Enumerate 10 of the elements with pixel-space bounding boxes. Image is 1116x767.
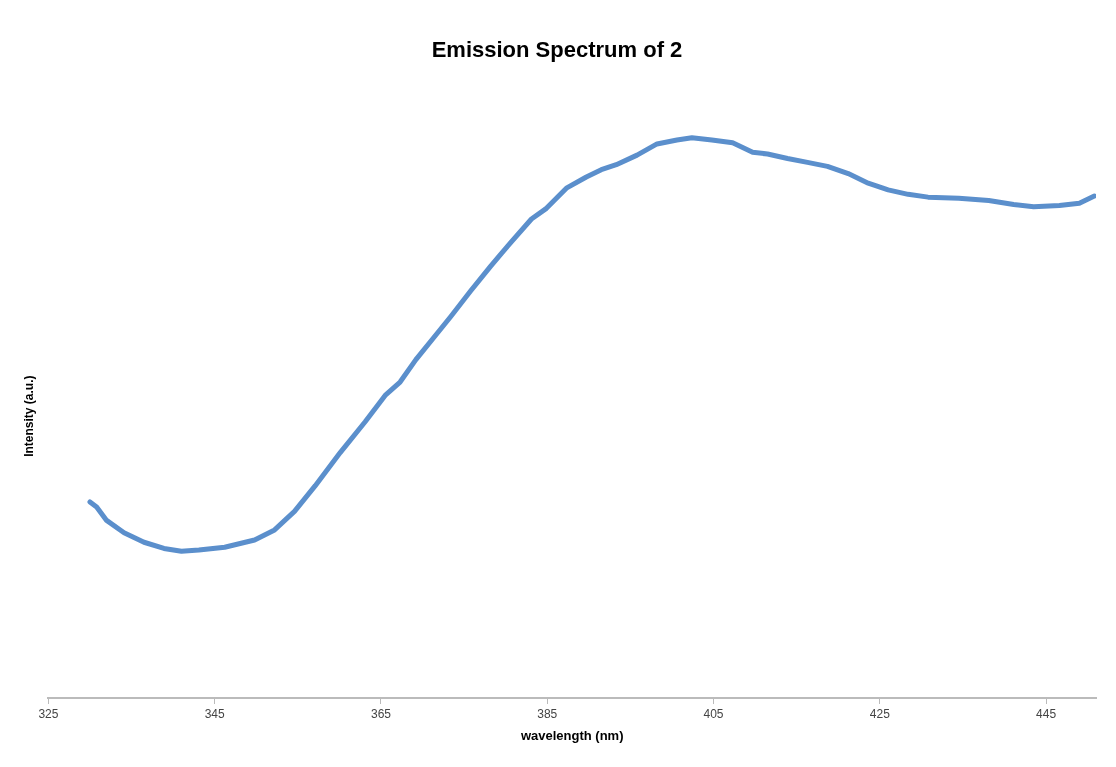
x-tick-label: 445 <box>1036 706 1057 721</box>
y-axis-title: Intensity (a.u.) <box>21 375 36 457</box>
chart-title: Emission Spectrum of 2 <box>431 37 683 63</box>
x-tick-label: 365 <box>370 706 392 721</box>
x-tick-label: 345 <box>204 706 226 721</box>
x-tick-label: 425 <box>869 706 891 721</box>
x-tick-label: 325 <box>38 706 59 721</box>
x-axis-title: wavelength (nm) <box>519 727 624 743</box>
x-tick-label: 405 <box>703 706 724 721</box>
x-tick-label: 385 <box>537 706 558 721</box>
